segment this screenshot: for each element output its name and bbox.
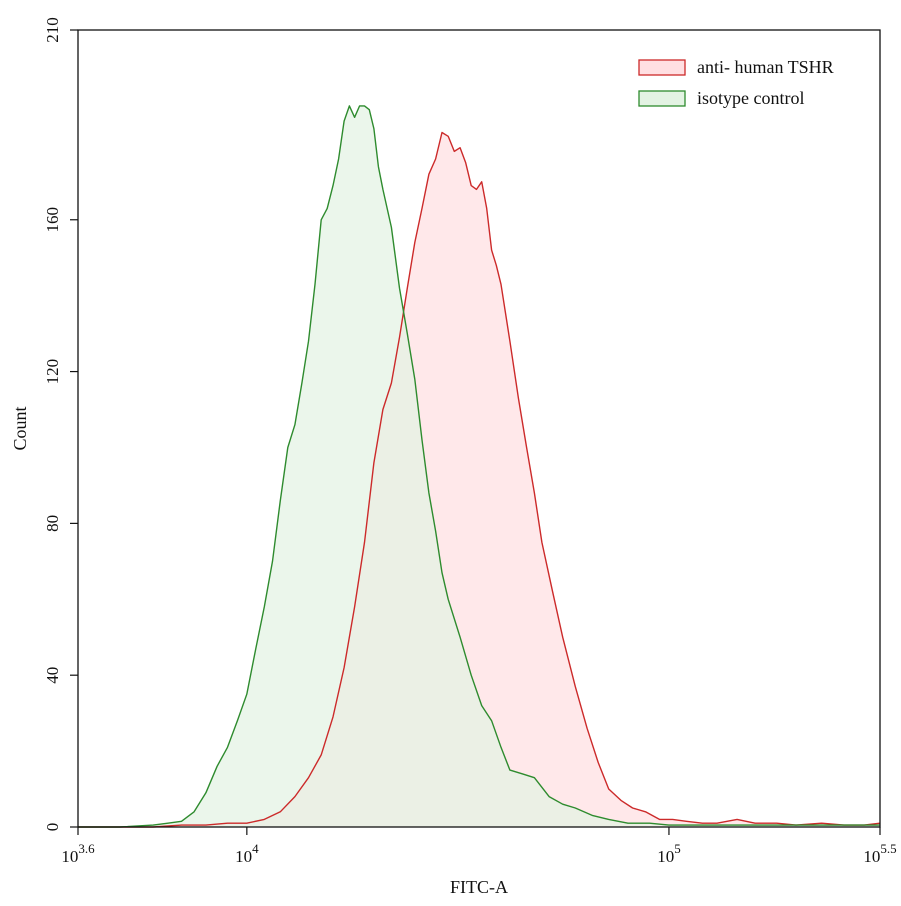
y-tick-label: 0: [43, 823, 62, 832]
y-tick-label: 160: [43, 207, 62, 233]
series-line-2: [78, 105, 880, 828]
x-axis-title: FITC-A: [450, 877, 508, 897]
x-tick-label: 103.6: [61, 841, 95, 866]
x-tick-label: 105: [657, 841, 681, 866]
series-line-1: [78, 131, 881, 828]
plot-frame: [77, 29, 881, 828]
legend: anti- human TSHR isotype control: [638, 57, 834, 108]
series-area-2: [78, 105, 880, 827]
legend-swatch: [638, 90, 686, 107]
y-tick-label: 210: [43, 17, 62, 43]
x-tick-label: 105.5: [863, 841, 896, 866]
legend-swatch: [638, 59, 686, 76]
series-area-1: [78, 132, 880, 827]
series-areas: [78, 105, 881, 828]
y-tick-label: 120: [43, 359, 62, 385]
y-tick-label: 80: [43, 515, 62, 532]
x-tick-label: 104: [235, 841, 259, 866]
x-axis: 103.6 104 105 105.5: [61, 827, 897, 866]
legend-label: isotype control: [697, 88, 804, 108]
y-axis-title: Count: [10, 406, 30, 450]
y-tick-label: 40: [43, 667, 62, 684]
y-axis: 0 40 80 120 160 210: [43, 17, 78, 831]
legend-label: anti- human TSHR: [697, 57, 834, 77]
